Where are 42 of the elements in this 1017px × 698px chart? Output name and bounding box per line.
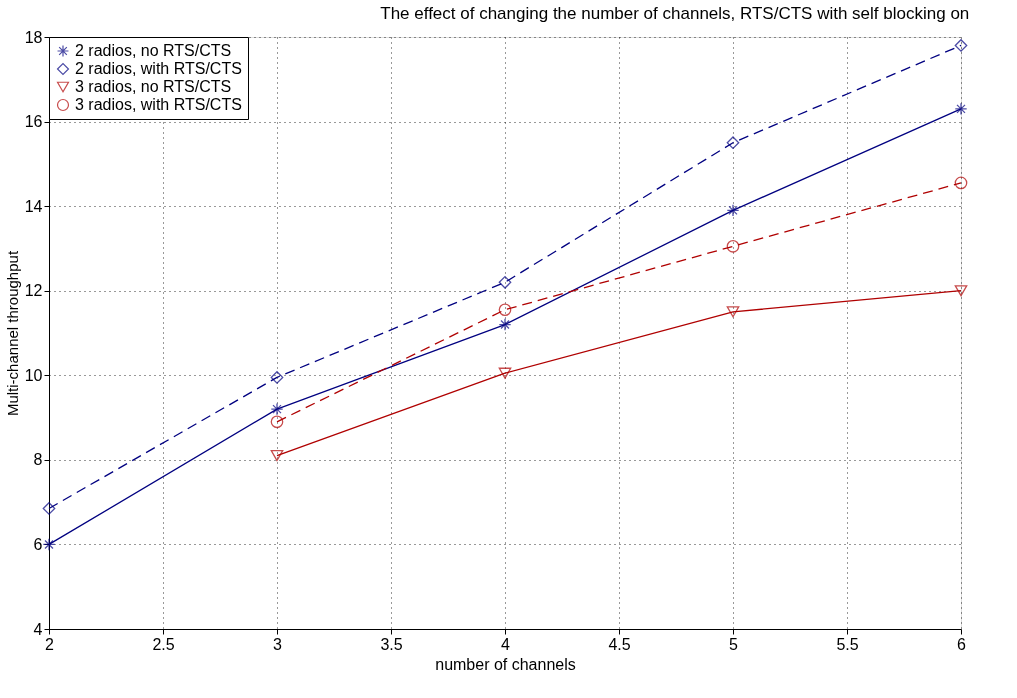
y-tick-label: 10 xyxy=(24,366,43,384)
x-tick-label: 6 xyxy=(957,635,967,653)
x-tick-label: 4.5 xyxy=(608,635,631,653)
y-tick-label: 14 xyxy=(24,197,43,215)
point xyxy=(270,371,284,384)
y-tick-label: 18 xyxy=(24,28,43,46)
point xyxy=(726,204,740,217)
x-tick-label: 5 xyxy=(729,635,739,653)
x-axis-title: number of channels xyxy=(435,655,576,673)
x-tick-label: 2 xyxy=(45,635,55,653)
point xyxy=(498,318,512,331)
point xyxy=(42,502,56,515)
x-tick-label: 3 xyxy=(273,635,283,653)
x-tick-label: 5.5 xyxy=(836,635,859,653)
x-tick-label: 3.5 xyxy=(380,635,403,653)
point xyxy=(726,306,740,318)
legend-label: 3 radios, no RTS/CTS xyxy=(75,78,232,95)
point xyxy=(270,415,284,429)
point xyxy=(498,275,512,289)
point xyxy=(726,239,740,253)
legend-label: 2 radios, with RTS/CTS xyxy=(75,60,242,77)
y-tick-label: 8 xyxy=(33,451,43,469)
y-tick-label: 16 xyxy=(24,113,43,131)
y-axis-title: Multi-channel throughput xyxy=(3,250,21,417)
point xyxy=(954,39,968,52)
point xyxy=(498,367,512,379)
point xyxy=(726,136,740,150)
legend-label: 3 radios, with RTS/CTS xyxy=(75,96,242,113)
point xyxy=(954,176,968,190)
y-tick-label: 4 xyxy=(33,620,43,638)
point xyxy=(954,285,968,297)
point xyxy=(954,102,968,116)
y-tick-label: 6 xyxy=(33,535,43,553)
point xyxy=(270,402,284,416)
x-tick-label: 4 xyxy=(501,635,511,653)
legend-label: 2 radios, no RTS/CTS xyxy=(75,42,232,59)
point xyxy=(498,303,512,317)
chart-title: The effect of changing the number of channels, RTS/CTS with self blocking on xyxy=(380,4,970,23)
point xyxy=(270,450,284,462)
x-tick-label: 2.5 xyxy=(152,635,175,653)
y-tick-label: 12 xyxy=(24,282,43,300)
point xyxy=(42,538,56,551)
